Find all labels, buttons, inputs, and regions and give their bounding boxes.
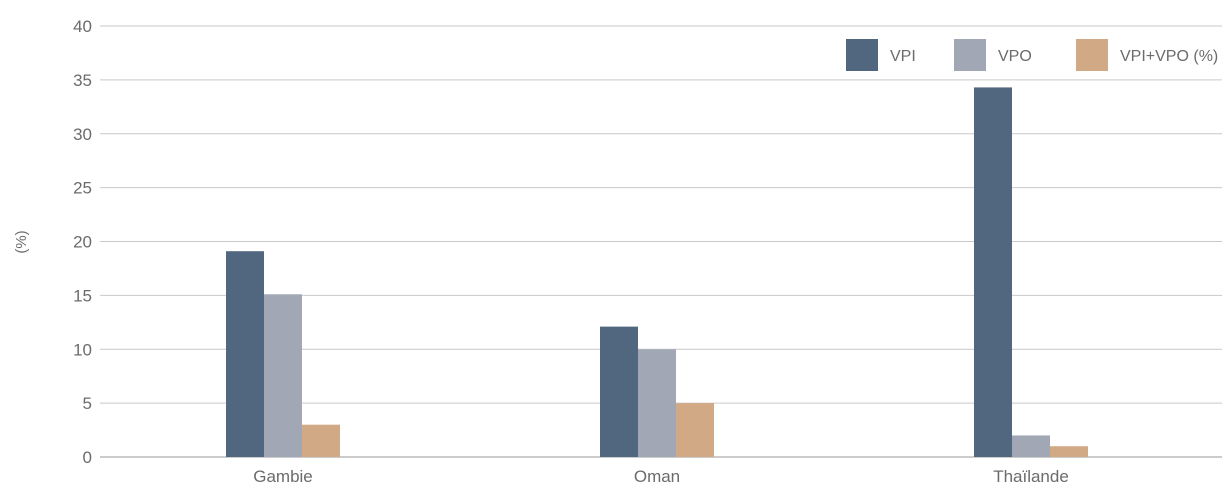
y-tick-label: 10 <box>73 340 92 359</box>
legend-label: VPI+VPO (%) <box>1120 48 1218 65</box>
bar-vpi-vpo-2 <box>1050 446 1088 457</box>
legend-label: VPI <box>890 48 916 65</box>
category-label: Thaïlande <box>993 467 1069 486</box>
category-label: Gambie <box>253 467 313 486</box>
legend: VPI VPO VPI+VPO (%) <box>846 39 1218 71</box>
y-tick-label: 15 <box>73 286 92 305</box>
y-tick-label: 20 <box>73 233 92 252</box>
y-axis-ticks: 0 5 10 15 20 25 30 35 40 <box>73 17 92 467</box>
legend-swatch <box>1076 39 1108 71</box>
y-axis-label: (%) <box>13 230 30 253</box>
bar-vpi-vpo-0 <box>302 424 340 457</box>
legend-swatch <box>954 39 986 71</box>
bar-vpi-vpo-1 <box>676 403 714 457</box>
bar-vpi-2 <box>974 87 1012 457</box>
legend-swatch <box>846 39 878 71</box>
y-tick-label: 35 <box>73 71 92 90</box>
x-axis-categories: Gambie Oman Thaïlande <box>253 467 1069 486</box>
y-tick-label: 40 <box>73 17 92 36</box>
y-tick-label: 25 <box>73 179 92 198</box>
bars <box>226 87 1088 457</box>
bar-vpo-0 <box>264 294 302 457</box>
category-label: Oman <box>634 467 680 486</box>
y-tick-label: 0 <box>83 448 92 467</box>
bar-vpi-0 <box>226 251 264 457</box>
legend-label: VPO <box>998 48 1032 65</box>
y-tick-label: 30 <box>73 125 92 144</box>
bar-vpo-2 <box>1012 435 1050 457</box>
bar-vpi-1 <box>600 326 638 457</box>
bar-vpo-1 <box>638 349 676 457</box>
y-tick-label: 5 <box>83 394 92 413</box>
